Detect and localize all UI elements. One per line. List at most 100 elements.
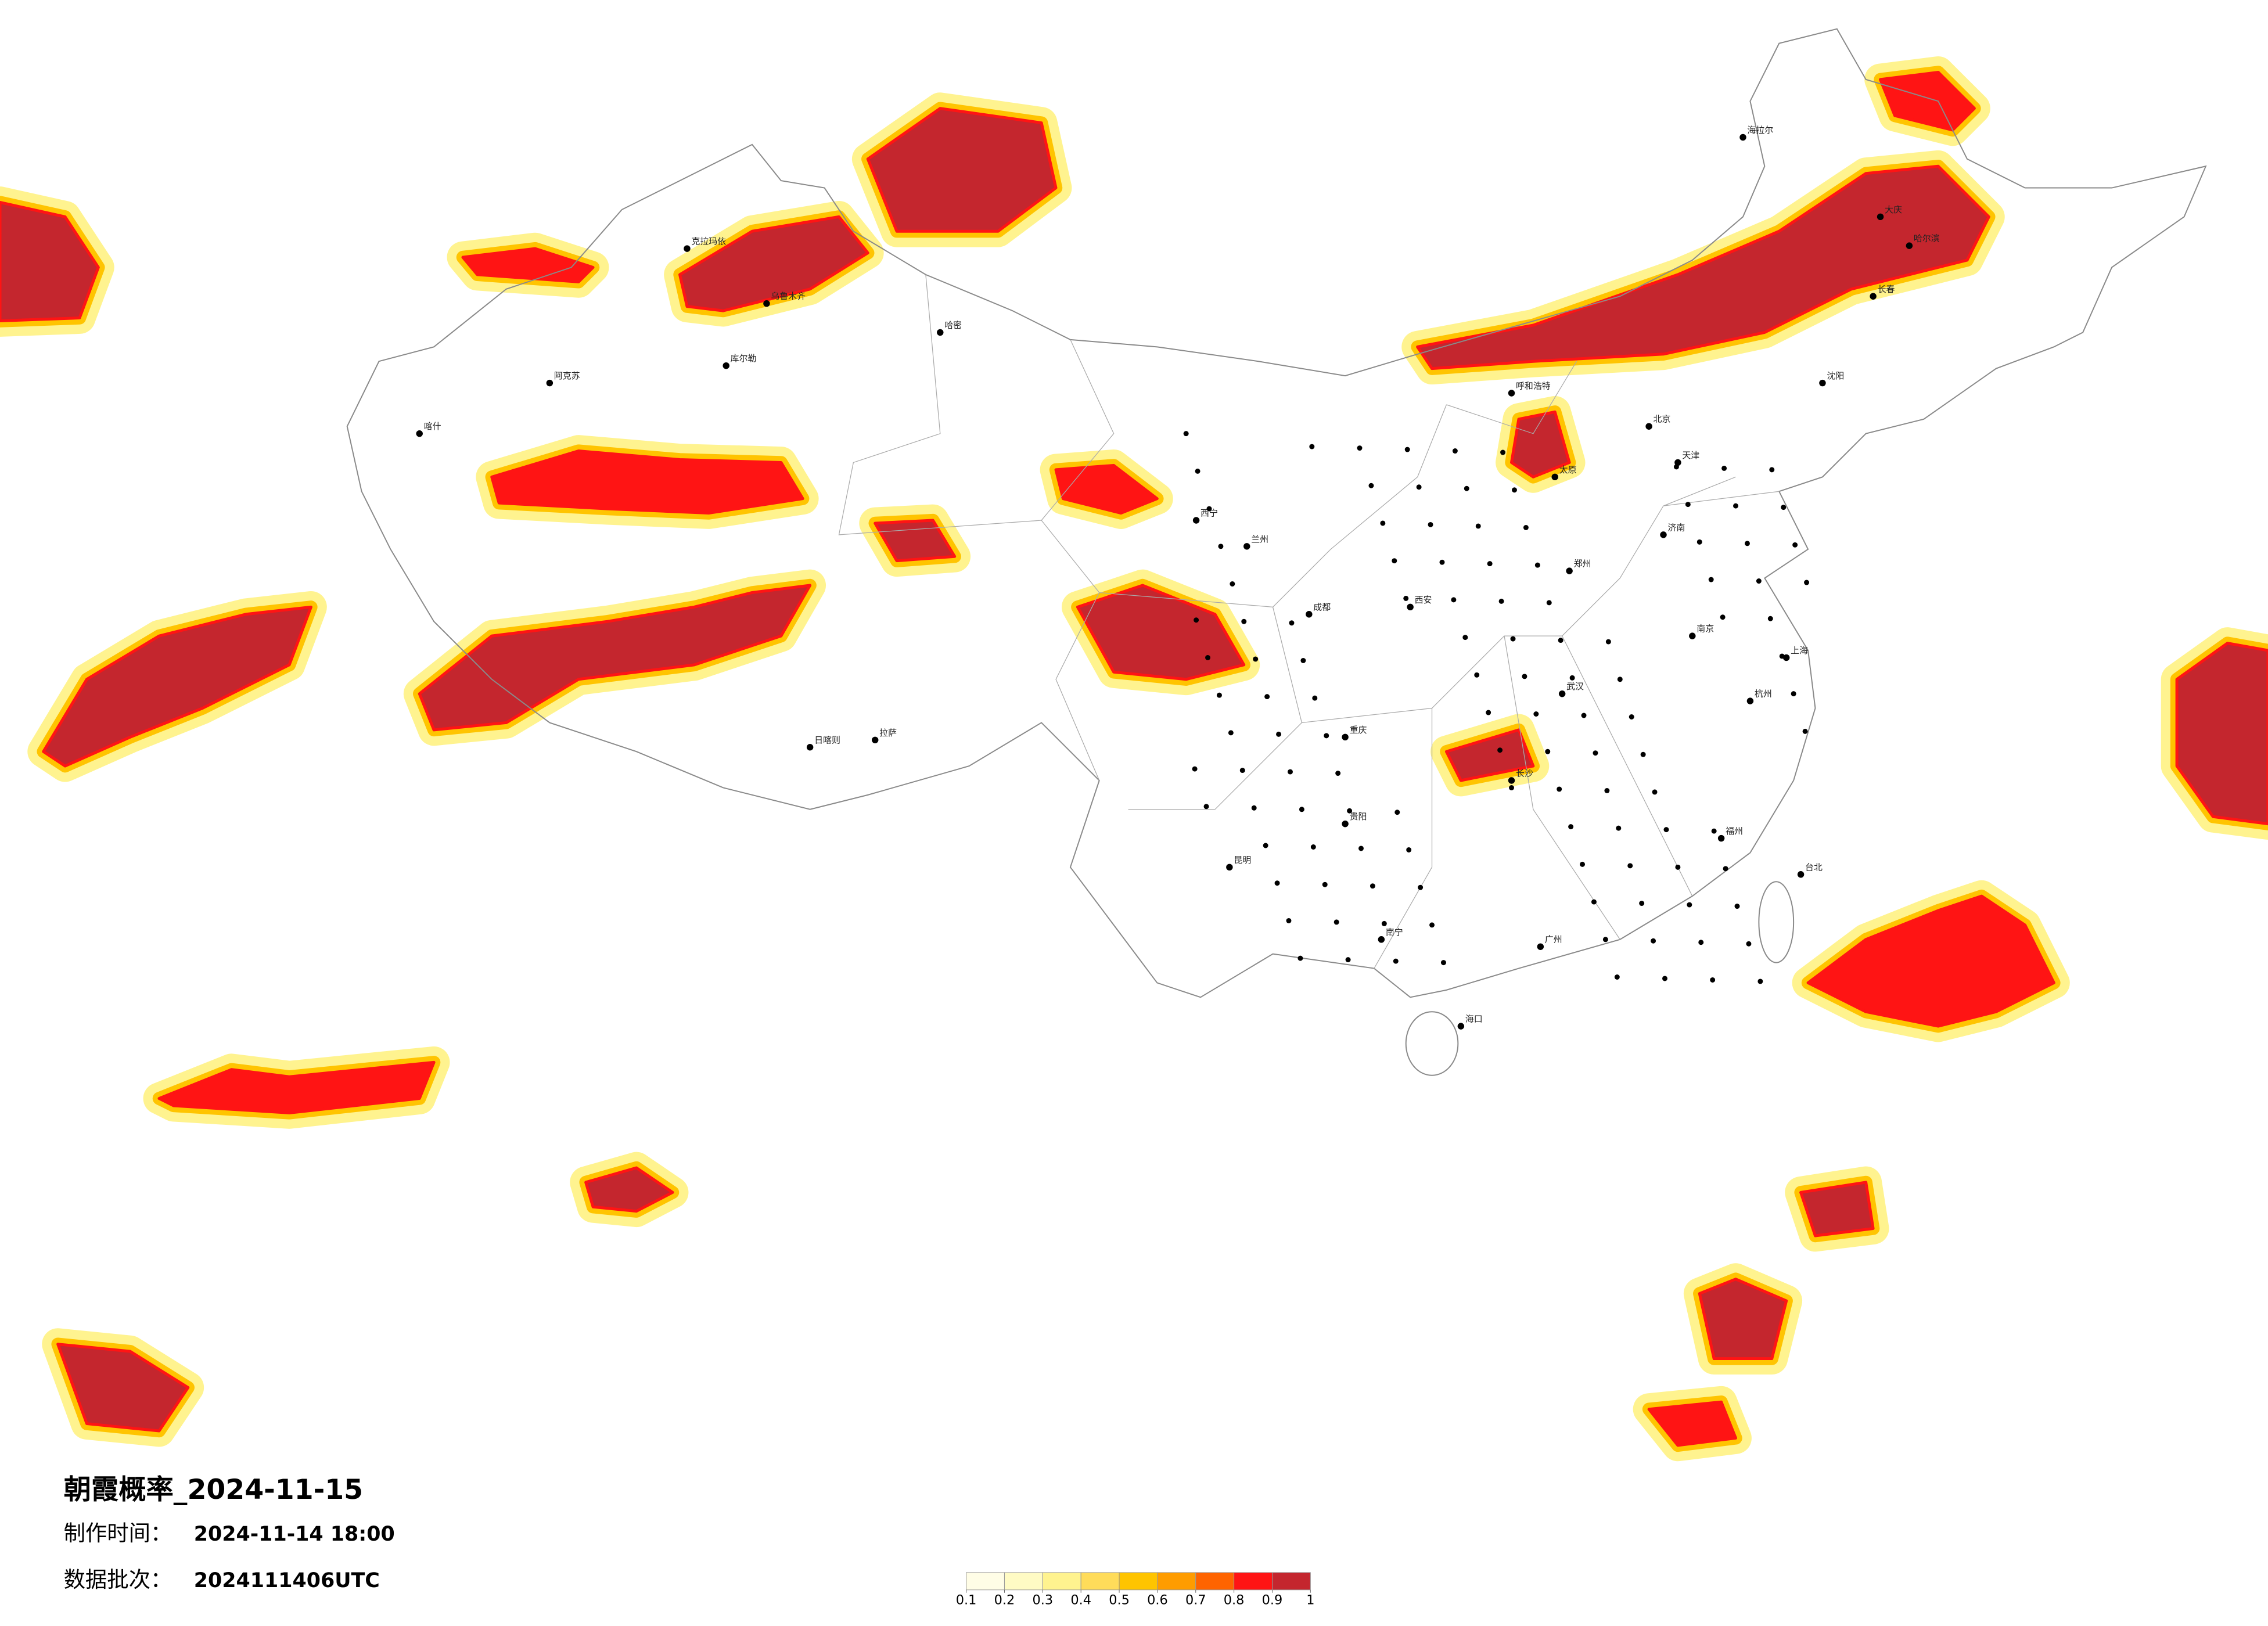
city-dot xyxy=(1660,531,1667,538)
core xyxy=(461,247,595,283)
city-label: 杭州 xyxy=(1755,689,1772,699)
legend-swatch xyxy=(1195,1572,1235,1591)
town-dot xyxy=(1312,695,1318,701)
core xyxy=(1806,894,2055,1028)
city-dot xyxy=(1537,943,1544,950)
town-dot xyxy=(1629,714,1634,720)
core xyxy=(1799,1181,1875,1238)
legend: 0.1 0.2 0.3 0.4 0.5 0.6 0.7 0.8 0.9 1 xyxy=(956,1572,1314,1608)
core xyxy=(1510,410,1571,479)
core xyxy=(2175,642,2268,826)
town-dot xyxy=(1464,485,1469,491)
city-label: 昆明 xyxy=(1234,855,1251,865)
town-dot xyxy=(1627,863,1633,869)
province-lines xyxy=(838,274,1780,969)
title: 朝霞概率_2024-11-15 xyxy=(64,1474,364,1506)
town-dot xyxy=(1394,810,1400,815)
city-dot xyxy=(1558,690,1566,697)
town-dot xyxy=(1605,639,1611,645)
legend-label: 1 xyxy=(1306,1593,1314,1608)
core xyxy=(1698,1278,1788,1361)
core xyxy=(42,605,312,768)
city-dot xyxy=(1226,864,1233,871)
city-dot xyxy=(763,300,770,307)
town-dot xyxy=(1756,578,1762,584)
town-dot xyxy=(1335,771,1341,776)
core xyxy=(1647,1400,1738,1447)
city-dot xyxy=(1906,242,1913,249)
town-dot xyxy=(1757,979,1763,984)
city-label: 日喀则 xyxy=(814,735,840,745)
city-dot xyxy=(1782,654,1790,661)
core xyxy=(1444,728,1535,782)
city-label: 大庆 xyxy=(1885,204,1902,215)
made-time: 2024-11-14 18:00 xyxy=(194,1523,395,1546)
town-dot xyxy=(1406,847,1412,852)
town-dot xyxy=(1792,542,1798,548)
city-dot xyxy=(1870,293,1877,300)
city-label: 重庆 xyxy=(1350,725,1367,735)
town-dot xyxy=(1487,561,1493,567)
town-dot xyxy=(1322,882,1328,887)
town-dot xyxy=(1651,938,1656,944)
city-dot xyxy=(1739,134,1746,141)
city-dot xyxy=(723,362,729,369)
city-label: 台北 xyxy=(1805,862,1823,872)
town-dot xyxy=(1663,827,1669,833)
city-dot xyxy=(1192,517,1200,524)
town-dot xyxy=(1510,636,1516,642)
city-label: 北京 xyxy=(1654,414,1671,425)
city-dot xyxy=(416,430,423,437)
city-label: 海口 xyxy=(1465,1014,1483,1024)
city-label: 呼和浩特 xyxy=(1516,381,1551,391)
city-label: 兰州 xyxy=(1251,534,1268,544)
city-label: 库尔勒 xyxy=(731,353,757,364)
town-dot xyxy=(1380,520,1386,526)
town-dot xyxy=(1404,447,1410,452)
city-dot xyxy=(1645,423,1652,430)
boundary xyxy=(346,28,2207,1076)
city-label: 福州 xyxy=(1726,826,1743,836)
town-dot xyxy=(1429,922,1435,928)
town-dot xyxy=(1720,614,1726,620)
city-dot xyxy=(1689,632,1696,639)
city-dot xyxy=(1457,1023,1465,1030)
probability-field xyxy=(0,56,2268,1462)
city-label: 乌鲁木齐 xyxy=(771,291,806,301)
town-dot xyxy=(1711,828,1717,834)
town-dot xyxy=(1769,467,1775,473)
city-dot xyxy=(1551,473,1558,481)
town-dot xyxy=(1183,431,1189,437)
town-dot xyxy=(1253,656,1259,662)
city-dot xyxy=(871,736,879,744)
town-dot xyxy=(1439,559,1445,565)
town-dot xyxy=(1696,539,1702,545)
town-dot xyxy=(1533,711,1539,717)
city-dot xyxy=(1746,697,1754,704)
town-dot xyxy=(1734,904,1740,909)
city-dot xyxy=(546,379,553,387)
town-dot xyxy=(1474,672,1480,678)
legend-swatch xyxy=(1271,1572,1311,1591)
city-label: 哈尔滨 xyxy=(1914,233,1940,244)
legend-label: 0.1 xyxy=(956,1593,977,1608)
city-label: 哈密 xyxy=(944,320,962,330)
town-dot xyxy=(1509,785,1514,790)
town-dot xyxy=(1276,731,1282,737)
town-dot xyxy=(1368,483,1374,488)
town-dot xyxy=(1721,465,1727,471)
town-dot xyxy=(1289,620,1295,626)
town-dot xyxy=(1580,861,1586,867)
town-dot xyxy=(1345,957,1351,963)
city-dot xyxy=(684,245,691,252)
city-label: 拉萨 xyxy=(879,728,897,738)
town-dot xyxy=(1557,786,1562,792)
city-label: 武汉 xyxy=(1566,681,1584,692)
legend-label: 0.8 xyxy=(1224,1593,1245,1608)
town-dot xyxy=(1228,730,1234,736)
city-label: 广州 xyxy=(1545,934,1562,945)
town-dot xyxy=(1452,448,1458,454)
town-dot xyxy=(1767,616,1773,621)
city-dot xyxy=(1674,459,1681,466)
